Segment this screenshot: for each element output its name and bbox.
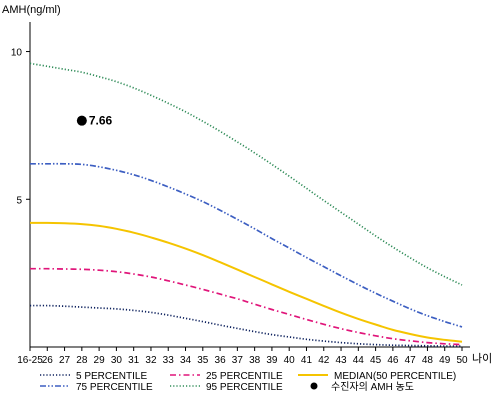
series-line-75-percentile: [30, 162, 463, 328]
x-tick-label: 38: [249, 355, 261, 366]
series-line-25-percentile: [29, 267, 463, 346]
x-tick-label: 43: [335, 355, 347, 366]
x-tick-label: 32: [145, 355, 157, 366]
legend-label-75-percentile: 75 PERCENTILE: [76, 382, 153, 393]
y-tick-group: 5 10: [11, 48, 30, 206]
series-line-median-50-percentile: [30, 221, 463, 343]
x-tick-label: 41: [301, 355, 313, 366]
x-tick-label: 50: [456, 355, 468, 366]
x-tick-label: 49: [439, 355, 451, 366]
legend-label-median-50-percentile: MEDIAN(50 PERCENTILE): [334, 371, 456, 382]
x-tick-label: 36: [215, 355, 227, 366]
y-axis-title: AMH(ng/ml): [2, 4, 61, 16]
legend-label-patient-amh: 수진자의 AMH 농도: [331, 381, 414, 393]
x-tick-label: 28: [76, 355, 88, 366]
x-tick-label: 30: [111, 355, 123, 366]
legend-label-25-percentile: 25 PERCENTILE: [206, 371, 283, 382]
legend: 5 PERCENTILE 25 PERCENTILE MEDIAN(50 PERCE…: [40, 371, 456, 393]
x-tick-label: 45: [370, 355, 382, 366]
x-axis-title: 나이: [472, 352, 492, 365]
patient-amh-value-label: 7.66: [89, 114, 113, 128]
x-tick-label: 37: [232, 355, 244, 366]
y-tick-label: 5: [16, 195, 22, 206]
x-tick-label: 44: [353, 355, 365, 366]
patient-marker-group: 7.66: [76, 114, 113, 128]
x-tick-label: 42: [318, 355, 330, 366]
x-tick-label: 16-25: [17, 355, 43, 366]
y-tick-label: 10: [11, 48, 23, 59]
series-line-95-percentile: [29, 62, 463, 286]
patient-amh-marker: [76, 115, 87, 126]
x-tick-label: 27: [59, 355, 71, 366]
legend-label-5-percentile: 5 PERCENTILE: [76, 371, 147, 382]
x-tick-label: 29: [94, 355, 106, 366]
x-tick-label: 34: [180, 355, 192, 366]
x-tick-label: 40: [284, 355, 296, 366]
x-tick-label: 33: [163, 355, 175, 366]
x-tick-label: 47: [405, 355, 417, 366]
x-tick-label: 26: [42, 355, 54, 366]
x-tick-label: 31: [128, 355, 140, 366]
axes: [29, 22, 470, 348]
legend-label-95-percentile: 95 PERCENTILE: [206, 382, 283, 393]
x-tick-label: 48: [422, 355, 434, 366]
x-tick-label: 35: [197, 355, 209, 366]
x-tick-label: 46: [387, 355, 399, 366]
series-line-5-percentile: [29, 304, 463, 347]
series-lines: [29, 62, 463, 347]
x-tick-label: 39: [266, 355, 278, 366]
legend-swatch-patient-amh: [310, 382, 318, 390]
